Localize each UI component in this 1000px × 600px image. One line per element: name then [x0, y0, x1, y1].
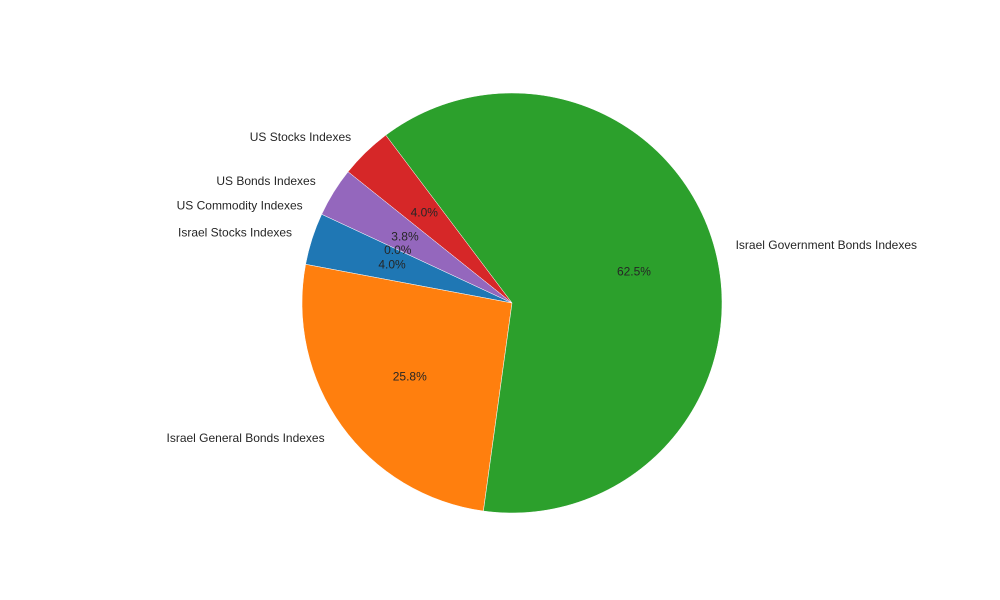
pie-slice-us-bonds-indexes [321, 171, 513, 304]
pct-label-us-commodity-indexes: 0.0% [384, 243, 412, 257]
slice-label-israel-general-bonds-indexes: Israel General Bonds Indexes [167, 431, 325, 445]
pie-slice-israel-general-bonds-indexes [301, 264, 513, 512]
slice-label-us-commodity-indexes: US Commodity Indexes [177, 198, 303, 212]
slice-label-us-bonds-indexes: US Bonds Indexes [216, 174, 315, 188]
pct-label-us-stocks-indexes: 4.0% [411, 206, 439, 220]
pct-label-israel-stocks-indexes: 4.0% [378, 257, 406, 271]
pct-label-israel-general-bonds-indexes: 25.8% [393, 370, 427, 384]
pct-label-israel-government-bonds-indexes: 62.5% [617, 264, 651, 278]
slice-label-israel-stocks-indexes: Israel Stocks Indexes [178, 225, 292, 239]
slice-label-israel-government-bonds-indexes: Israel Government Bonds Indexes [736, 238, 917, 252]
slice-label-us-stocks-indexes: US Stocks Indexes [250, 130, 351, 144]
pct-label-us-bonds-indexes: 3.8% [391, 230, 419, 244]
pie-slice-israel-government-bonds-indexes [385, 92, 723, 514]
